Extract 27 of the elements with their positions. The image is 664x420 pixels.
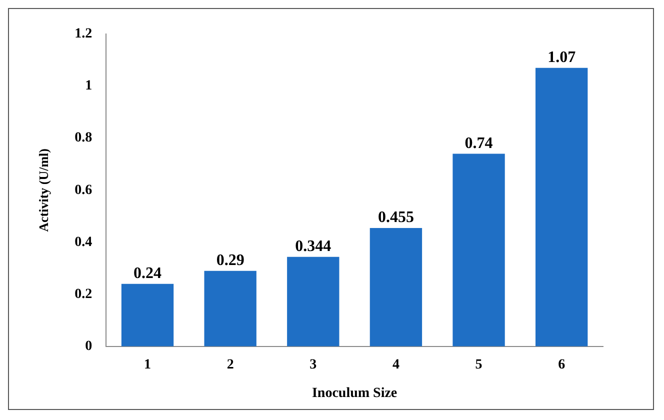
data-label: 0.455 bbox=[378, 209, 414, 226]
x-tick-label: 1 bbox=[144, 357, 152, 372]
y-tick-label: 0.2 bbox=[74, 286, 92, 302]
x-tick-label: 6 bbox=[558, 357, 566, 372]
y-tick-label: 0 bbox=[85, 339, 92, 354]
data-label: 0.74 bbox=[464, 134, 493, 152]
x-tick-label: 2 bbox=[226, 357, 234, 372]
bar bbox=[121, 284, 174, 346]
data-label: 1.07 bbox=[548, 48, 576, 66]
bar bbox=[287, 256, 340, 346]
y-axis-title: Activity (U/ml) bbox=[36, 148, 52, 232]
bar bbox=[452, 154, 505, 346]
data-label: 0.344 bbox=[295, 238, 332, 255]
y-tick-label: 0.4 bbox=[74, 234, 92, 250]
y-tick-label: 0.8 bbox=[74, 130, 92, 146]
bar bbox=[536, 68, 588, 346]
data-label: 0.29 bbox=[216, 252, 244, 270]
x-tick-label: 3 bbox=[310, 357, 317, 372]
y-tick-label: 1.2 bbox=[74, 26, 92, 42]
data-label: 0.24 bbox=[134, 265, 162, 282]
bar bbox=[204, 270, 256, 346]
y-tick-label: 1 bbox=[85, 78, 92, 94]
y-tick-label: 0.6 bbox=[74, 182, 92, 198]
x-tick-label: 5 bbox=[475, 357, 482, 372]
x-tick-label: 4 bbox=[392, 357, 400, 372]
bar bbox=[370, 228, 422, 346]
x-axis-title: Inoculum Size bbox=[312, 386, 398, 402]
